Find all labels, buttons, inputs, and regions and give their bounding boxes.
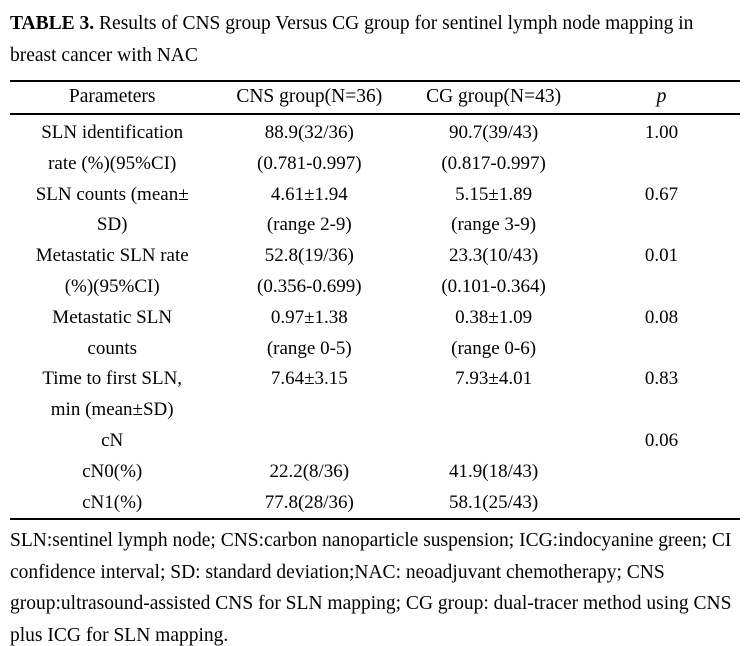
param-cell: Metastatic SLN counts	[10, 303, 214, 365]
cns-value-cell: 7.64±3.15	[214, 364, 404, 426]
p-value-cell: 0.67	[583, 180, 740, 242]
table-row: cN 0.06	[10, 426, 740, 457]
p-value-cell: 1.00	[583, 114, 740, 180]
cns-value-cell: 22.2(8/36)	[214, 457, 404, 488]
cell-line: (range 3-9)	[451, 214, 537, 236]
table-row: Metastatic SLN counts 0.97±1.38 (range 0-5)…	[10, 303, 740, 365]
cell-line: 0.06	[644, 429, 679, 451]
param-cell: Time to first SLN, min (mean±SD)	[10, 364, 214, 426]
cns-value-cell: 88.9(32/36) (0.781-0.997)	[214, 114, 404, 180]
cns-value-cell: 52.8(19/36) (0.356-0.699)	[214, 241, 404, 303]
cell-line: 7.64±3.15	[270, 368, 348, 390]
cell-line: 4.61±1.94	[270, 183, 348, 205]
param-cell: SLN counts (mean± SD)	[10, 180, 214, 242]
param-cell: Metastatic SLN rate (%)(95%CI)	[10, 241, 214, 303]
cell-line: 41.9(18/43)	[449, 460, 539, 482]
cell-line: 23.3(10/43)	[449, 245, 539, 267]
cg-value-cell: 41.9(18/43)	[404, 457, 583, 488]
cell-line: Metastatic SLN rate	[35, 245, 189, 267]
cell-line: 0.08	[644, 306, 679, 328]
cell-line: 77.8(28/36)	[264, 491, 354, 513]
table-caption-text: Results of CNS group Versus CG group for…	[10, 13, 694, 66]
param-cell: SLN identification rate (%)(95%CI)	[10, 114, 214, 180]
cell-line: 1.00	[644, 122, 679, 143]
results-table: Parameters CNS group(N=36) CG group(N=43…	[10, 80, 740, 521]
cg-value-cell: 90.7(39/43) (0.817-0.997)	[404, 114, 583, 180]
table-footnote: SLN:sentinel lymph node; CNS:carbon nano…	[10, 530, 732, 646]
cg-value-cell: 0.38±1.09 (range 0-6)	[404, 303, 583, 365]
cell-line: (0.781-0.997)	[257, 152, 362, 174]
cell-line: cN	[101, 429, 124, 451]
cell-line: 0.97±1.38	[270, 306, 348, 328]
cns-value-cell: 4.61±1.94 (range 2-9)	[214, 180, 404, 242]
cell-line: (range 0-6)	[451, 337, 537, 359]
cg-value-cell: 5.15±1.89 (range 3-9)	[404, 180, 583, 242]
cell-line: min (mean±SD)	[50, 399, 174, 421]
cell-line: (0.356-0.699)	[257, 275, 362, 297]
table-row: SLN identification rate (%)(95%CI) 88.9(32…	[10, 114, 740, 180]
table-body: SLN identification rate (%)(95%CI) 88.9(32…	[10, 114, 740, 519]
cell-line: (range 0-5)	[266, 337, 352, 359]
cell-line: 88.9(32/36)	[264, 122, 354, 143]
cell-line: 7.93±4.01	[455, 368, 533, 390]
cg-value-cell: 7.93±4.01	[404, 364, 583, 426]
cell-line: 52.8(19/36)	[264, 245, 354, 267]
cell-line: 22.2(8/36)	[269, 460, 350, 482]
cell-line: SD)	[96, 214, 128, 236]
cg-value-cell	[404, 426, 583, 457]
p-value-cell: 0.01	[583, 241, 740, 303]
cg-value-cell: 23.3(10/43) (0.101-0.364)	[404, 241, 583, 303]
cell-line: counts	[87, 337, 137, 359]
table-row: Time to first SLN, min (mean±SD) 7.64±3.15…	[10, 364, 740, 426]
table-row: cN0(%) 22.2(8/36) 41.9(18/43)	[10, 457, 740, 488]
cell-line: SLN identification	[41, 122, 184, 143]
cns-value-cell: 0.97±1.38 (range 0-5)	[214, 303, 404, 365]
cell-line: 0.83	[644, 368, 679, 390]
cell-line: cN0(%)	[82, 460, 143, 482]
header-cg-group: CG group(N=43)	[404, 81, 584, 115]
cell-line: cN1(%)	[82, 491, 143, 513]
cell-line: (0.101-0.364)	[441, 275, 546, 297]
param-cell: cN	[10, 426, 214, 457]
table-label: TABLE 3.	[10, 13, 95, 34]
cell-line: 0.67	[644, 183, 679, 205]
table-row: Metastatic SLN rate (%)(95%CI) 52.8(19/36)…	[10, 241, 740, 303]
cns-value-cell: 77.8(28/36)	[214, 488, 404, 520]
cell-line: Metastatic SLN	[52, 306, 173, 328]
header-p-value: p	[583, 81, 740, 115]
p-value-cell: 0.83	[583, 364, 740, 426]
p-value-cell: 0.08	[583, 303, 740, 365]
cns-value-cell	[214, 426, 404, 457]
p-value-cell	[583, 488, 740, 520]
cell-line: 0.38±1.09	[455, 306, 533, 328]
p-value-cell	[583, 457, 740, 488]
cell-line: 0.01	[644, 245, 679, 267]
header-row: Parameters CNS group(N=36) CG group(N=43…	[10, 81, 740, 115]
cg-value-cell: 58.1(25/43)	[404, 488, 583, 520]
table-caption: TABLE 3. Results of CNS group Versus CG …	[10, 8, 742, 72]
param-cell: cN1(%)	[10, 488, 214, 520]
header-cns-group: CNS group(N=36)	[214, 81, 405, 115]
cell-line: rate (%)(95%CI)	[48, 152, 177, 174]
table-row: cN1(%) 77.8(28/36) 58.1(25/43)	[10, 488, 740, 520]
header-parameters: Parameters	[10, 81, 215, 115]
param-cell: cN0(%)	[10, 457, 214, 488]
cell-line: 5.15±1.89	[455, 183, 533, 205]
cell-line: 58.1(25/43)	[449, 491, 539, 513]
p-value-cell: 0.06	[583, 426, 740, 457]
cell-line: SLN counts (mean±	[35, 183, 189, 205]
cell-line: (0.817-0.997)	[441, 152, 546, 174]
cell-line: (range 2-9)	[266, 214, 352, 236]
cell-line: (%)(95%CI)	[64, 275, 160, 297]
cell-line: 90.7(39/43)	[449, 122, 539, 143]
cell-line: Time to first SLN,	[42, 368, 183, 390]
table-row: SLN counts (mean± SD) 4.61±1.94 (range 2-9)…	[10, 180, 740, 242]
